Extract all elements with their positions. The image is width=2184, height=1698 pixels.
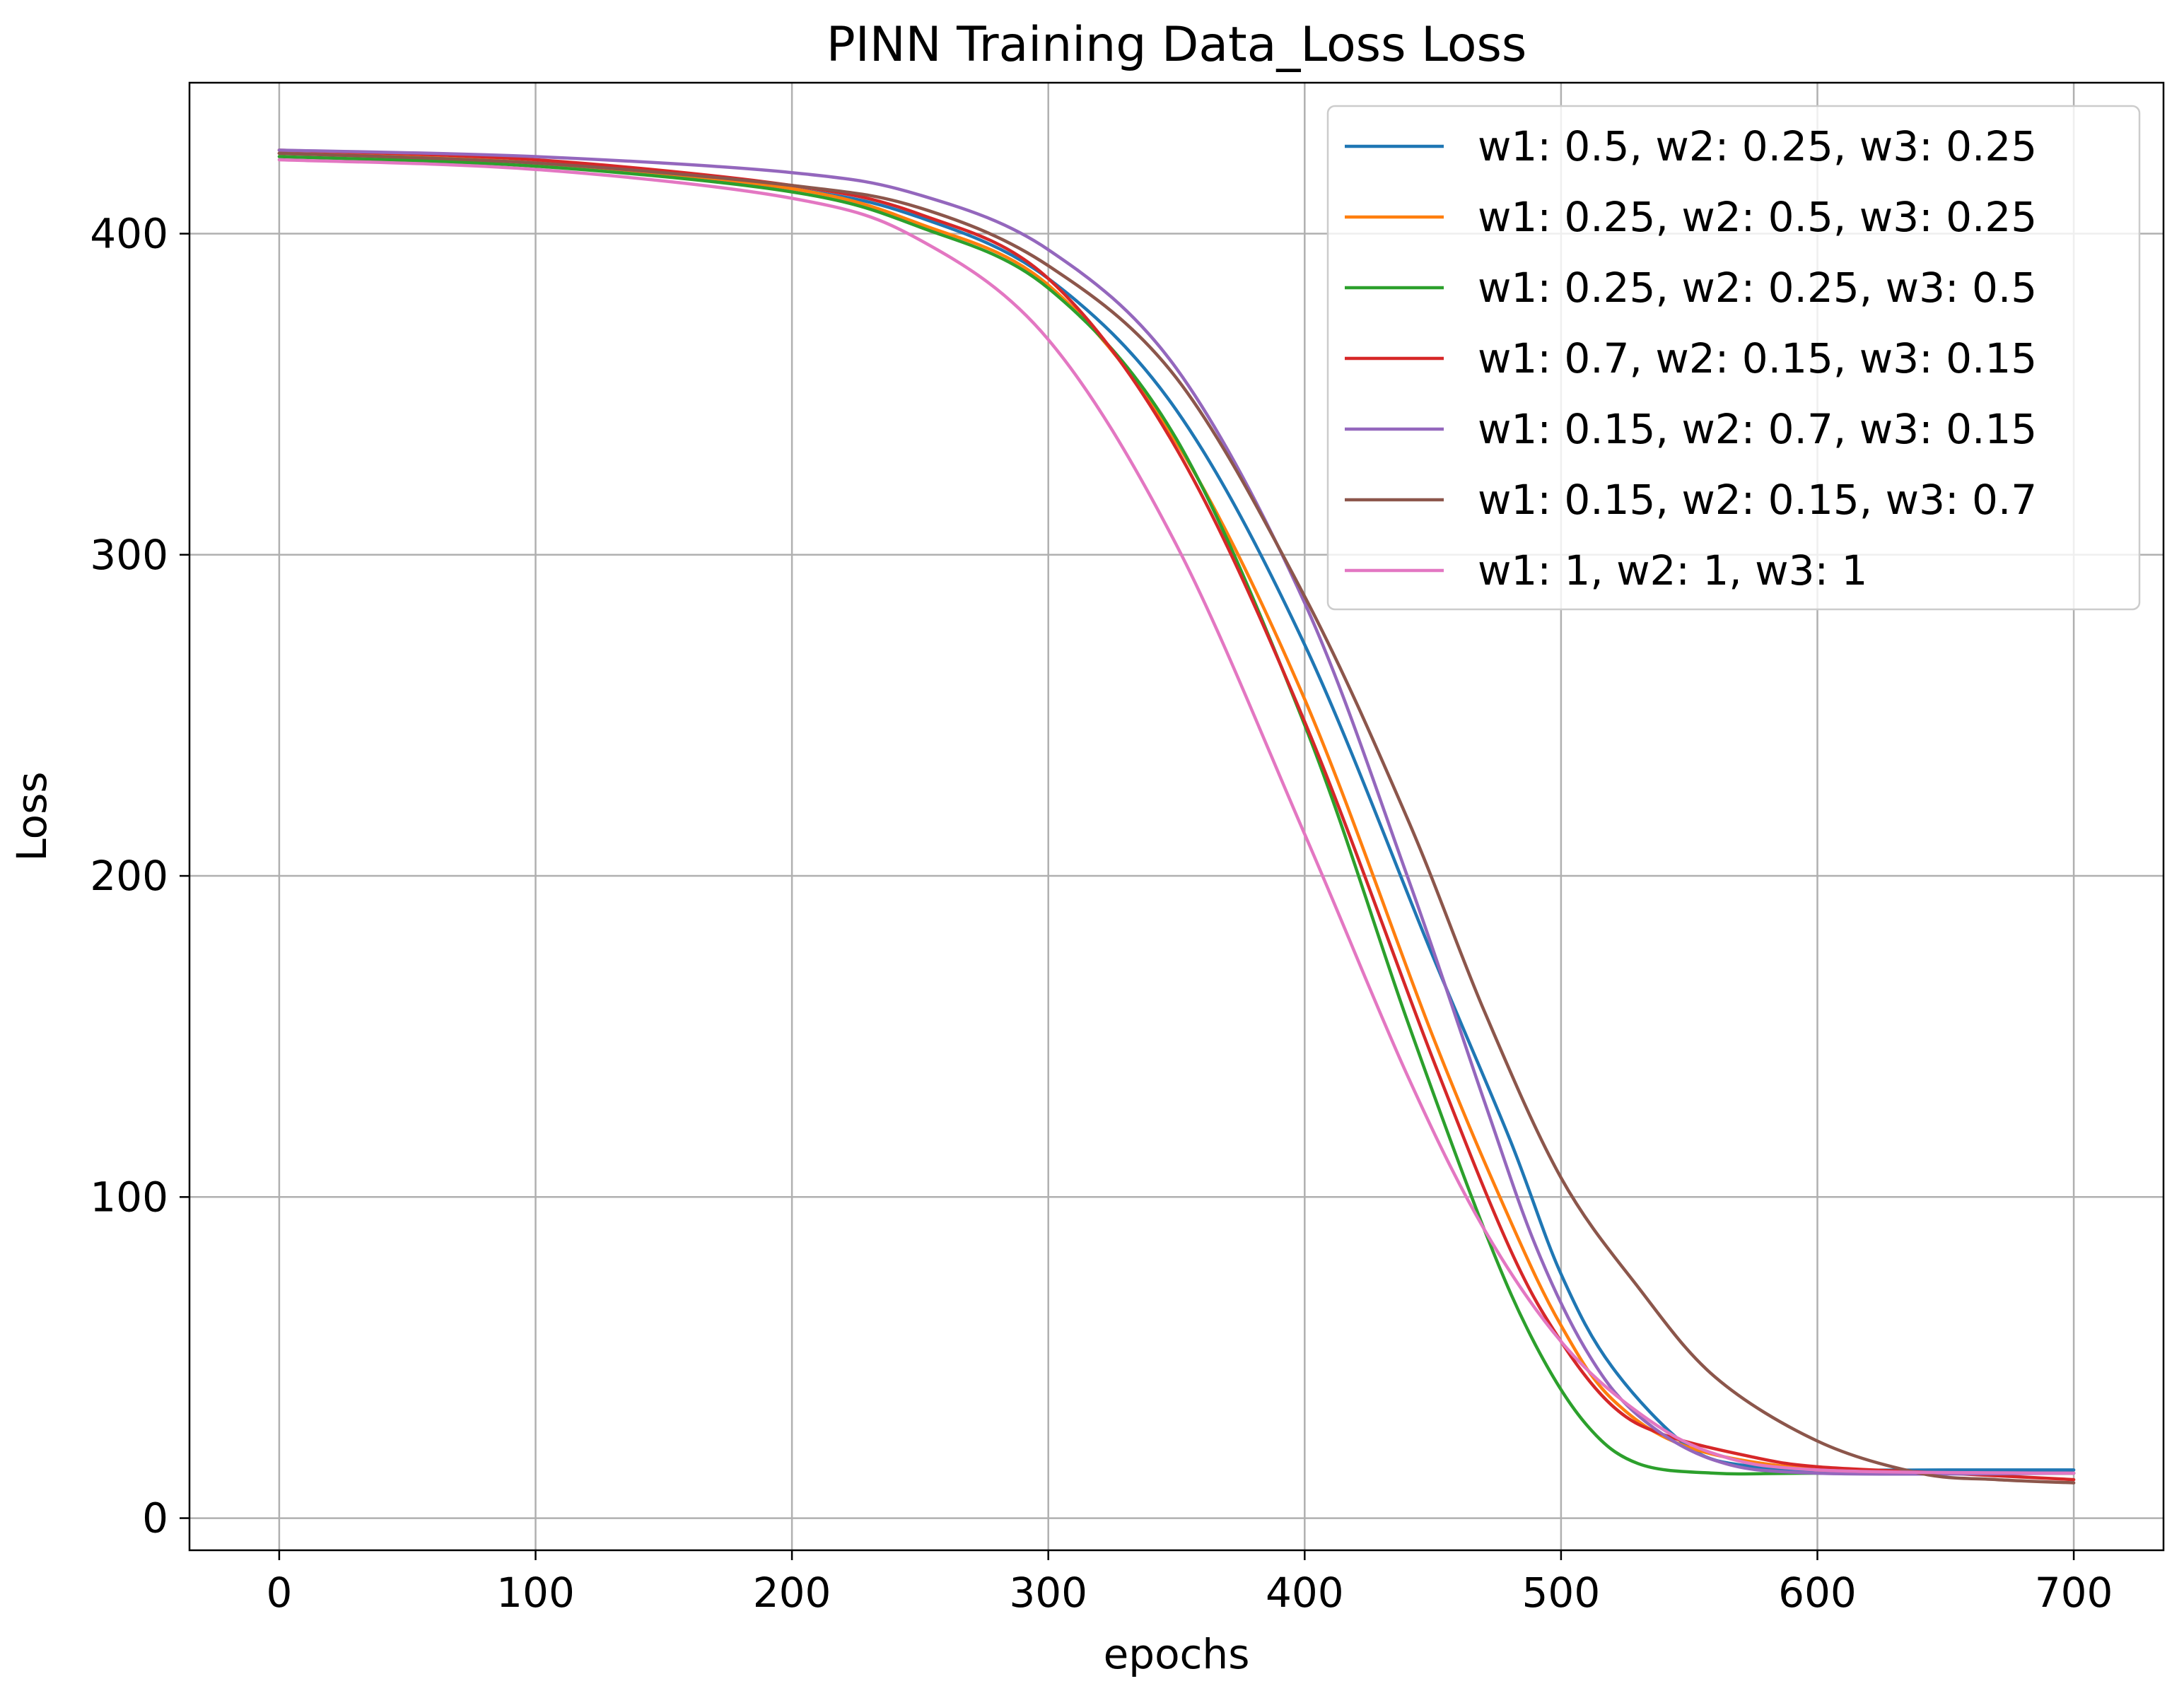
y-axis-label: Loss [8, 771, 56, 861]
ticks: 0 100 200 300 400 500 600 700 0 100 200 300 400 [90, 210, 2113, 1617]
legend-label: w1: 0.15, w2: 0.15, w3: 0.7 [1478, 476, 2037, 524]
x-tick-label: 400 [1266, 1569, 1344, 1617]
x-tick-label: 600 [1778, 1569, 1857, 1617]
y-tick-label: 200 [90, 852, 168, 900]
legend-label: w1: 0.7, w2: 0.15, w3: 0.15 [1478, 334, 2037, 382]
legend: w1: 0.5, w2: 0.25, w3: 0.25 w1: 0.25, w2:… [1326, 105, 2141, 611]
chart-title: PINN Training Data_Loss Loss [827, 17, 1527, 73]
legend-box [1326, 105, 2141, 611]
x-axis-label: epochs [1104, 1630, 1250, 1678]
x-tick-label: 200 [753, 1569, 831, 1617]
series-line-7 [277, 158, 2076, 1475]
legend-label: w1: 0.25, w2: 0.25, w3: 0.5 [1478, 264, 2037, 312]
y-tick-label: 0 [142, 1494, 168, 1542]
y-tick-label: 300 [90, 531, 168, 579]
series-line-6 [277, 151, 2076, 1485]
legend-label: w1: 0.25, w2: 0.5, w3: 0.25 [1478, 193, 2037, 241]
x-tick-label: 500 [1522, 1569, 1601, 1617]
legend-label: w1: 0.15, w2: 0.7, w3: 0.15 [1478, 405, 2037, 453]
series-line-5 [277, 148, 2076, 1476]
y-tick-label: 400 [90, 210, 168, 258]
plot-frame [188, 81, 2165, 1552]
x-tick-label: 0 [266, 1569, 292, 1617]
series-line-3 [277, 155, 2076, 1476]
legend-label: w1: 1, w2: 1, w3: 1 [1478, 546, 1867, 595]
legend-label: w1: 0.5, w2: 0.25, w3: 0.25 [1478, 122, 2037, 170]
series-lines [277, 148, 2076, 1485]
x-tick-label: 300 [1009, 1569, 1087, 1617]
y-tick-label: 100 [90, 1173, 168, 1221]
x-tick-label: 100 [496, 1569, 575, 1617]
x-tick-label: 700 [2035, 1569, 2113, 1617]
